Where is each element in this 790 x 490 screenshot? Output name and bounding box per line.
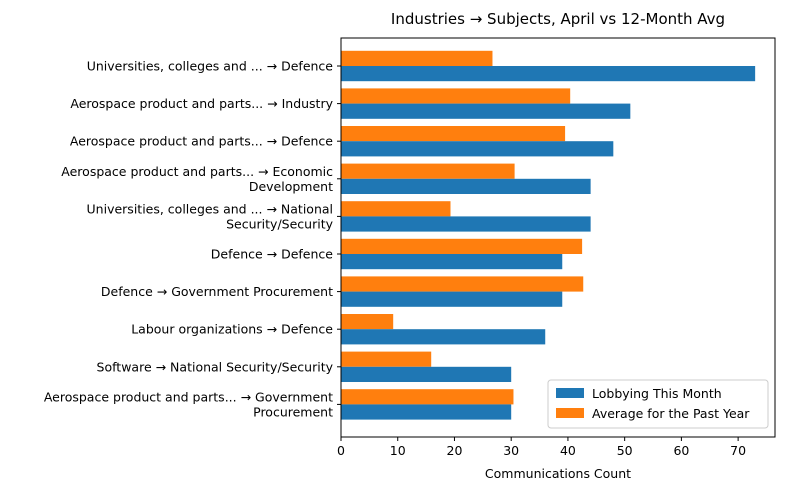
bar-average-past-year	[341, 50, 493, 66]
y-tick-label: Aerospace product and parts... → Defence	[70, 134, 333, 149]
bar-lobbying-this-month	[341, 216, 591, 232]
bar-lobbying-this-month	[341, 366, 512, 382]
bar-average-past-year	[341, 126, 566, 142]
bar-average-past-year	[341, 389, 514, 405]
bar-average-past-year	[341, 276, 584, 292]
legend-label: Average for the Past Year	[592, 406, 750, 421]
y-tick-label: Labour organizations → Defence	[131, 322, 333, 337]
bar-lobbying-this-month	[341, 291, 563, 307]
y-tick-label: Defence → Government Procurement	[101, 284, 333, 299]
bar-lobbying-this-month	[341, 141, 614, 157]
x-axis-label: Communications Count	[485, 466, 631, 481]
bar-average-past-year	[341, 201, 451, 217]
legend: Lobbying This Month Average for the Past …	[547, 379, 769, 429]
bar-average-past-year	[341, 163, 515, 179]
y-tick-label: Procurement	[253, 404, 333, 419]
bar-lobbying-this-month	[341, 404, 512, 420]
x-tick-label: 0	[337, 443, 345, 458]
x-tick-label: 20	[447, 443, 463, 458]
legend-swatch	[556, 408, 584, 418]
legend-box	[547, 379, 769, 429]
x-tick-label: 40	[560, 443, 576, 458]
bar-lobbying-this-month	[341, 254, 563, 270]
bar-lobbying-this-month	[341, 103, 631, 119]
y-tick-label: Aerospace product and parts... → Industr…	[70, 96, 333, 111]
x-tick-label: 60	[673, 443, 689, 458]
x-tick-label: 10	[390, 443, 406, 458]
legend-label: Lobbying This Month	[592, 386, 722, 401]
x-tick-label: 50	[617, 443, 633, 458]
y-tick-label: Defence → Defence	[211, 247, 334, 262]
bar-average-past-year	[341, 238, 583, 254]
bar-lobbying-this-month	[341, 178, 591, 194]
y-tick-label: Universities, colleges and ... → Defence	[87, 59, 334, 74]
plot-area: Universities, colleges and ... → Defence…	[44, 37, 776, 458]
x-tick-label: 70	[730, 443, 746, 458]
bar-lobbying-this-month	[341, 329, 546, 345]
plot-frame	[340, 37, 776, 438]
chart-title: Industries → Subjects, April vs 12-Month…	[391, 10, 725, 28]
y-tick-label: Aerospace product and parts... → Economi…	[61, 164, 333, 179]
y-tick-label: Security/Security	[226, 216, 333, 231]
y-tick-label: Development	[249, 179, 333, 194]
legend-swatch	[556, 388, 584, 398]
bar-lobbying-this-month	[341, 66, 756, 82]
bar-average-past-year	[341, 351, 432, 367]
x-tick-label: 30	[503, 443, 519, 458]
bar-average-past-year	[341, 314, 394, 330]
y-tick-label: Aerospace product and parts... → Governm…	[44, 389, 333, 404]
y-tick-label: Universities, colleges and ... → Nationa…	[87, 201, 333, 216]
y-tick-label: Software → National Security/Security	[97, 359, 334, 374]
bar-average-past-year	[341, 88, 571, 104]
